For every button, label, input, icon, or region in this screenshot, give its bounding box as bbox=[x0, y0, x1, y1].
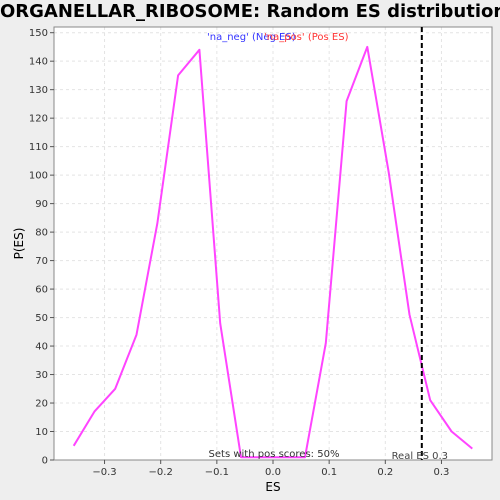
y-tick-label: 40 bbox=[35, 342, 48, 353]
y-tick-label: 20 bbox=[35, 399, 48, 410]
x-tick-label: 0.2 bbox=[377, 467, 393, 478]
y-tick-label: 10 bbox=[35, 427, 48, 438]
y-tick-label: 90 bbox=[35, 199, 48, 210]
y-tick-label: 60 bbox=[35, 285, 48, 296]
y-tick-label: 150 bbox=[29, 28, 48, 39]
x-axis-title: ES bbox=[265, 480, 280, 494]
es-distribution-line bbox=[72, 45, 473, 459]
y-tick-label: 0 bbox=[42, 456, 48, 467]
y-tick-label: 30 bbox=[35, 370, 48, 381]
y-tick-label: 100 bbox=[29, 171, 48, 182]
chart-title: ORGANELLAR_RIBOSOME: Random ES distribut… bbox=[0, 1, 500, 22]
x-tick-label: 0.0 bbox=[265, 467, 281, 478]
pos-scores-annotation: Sets with pos scores: 50% bbox=[209, 449, 340, 460]
x-tick-label: 0.1 bbox=[321, 467, 337, 478]
real-es-label: Real ES 0.3 bbox=[392, 451, 448, 462]
y-tick-label: 120 bbox=[29, 114, 48, 125]
x-tick-label: −0.1 bbox=[205, 467, 229, 478]
y-tick-label: 140 bbox=[29, 57, 48, 68]
x-tick-label: −0.3 bbox=[92, 467, 116, 478]
y-tick-label: 50 bbox=[35, 313, 48, 324]
y-tick-label: 130 bbox=[29, 85, 48, 96]
x-tick-label: 0.3 bbox=[434, 467, 450, 478]
y-tick-label: 110 bbox=[29, 142, 48, 153]
legend-neg: 'na_neg' (Neg ES) bbox=[207, 32, 296, 43]
y-axis-title: P(ES) bbox=[12, 228, 26, 260]
y-tick-label: 80 bbox=[35, 228, 48, 239]
x-tick-label: −0.2 bbox=[149, 467, 173, 478]
legend-pos: 'na_pos' (Pos ES) bbox=[264, 32, 349, 43]
y-tick-label: 70 bbox=[35, 256, 48, 267]
